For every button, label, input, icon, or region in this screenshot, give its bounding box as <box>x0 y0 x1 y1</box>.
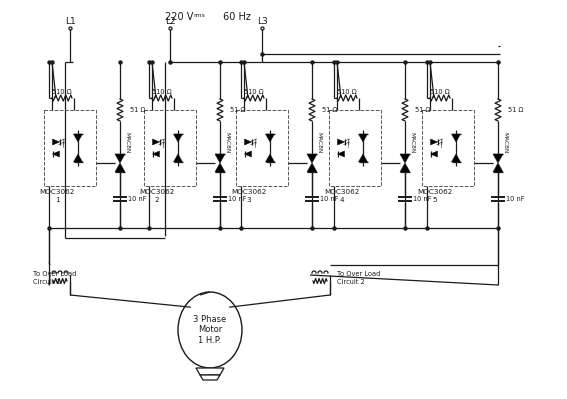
Text: 60 Hz: 60 Hz <box>220 12 251 22</box>
Text: 51 Ω: 51 Ω <box>415 107 430 113</box>
Text: 220 V: 220 V <box>164 12 193 22</box>
Polygon shape <box>337 151 345 157</box>
Text: 510 Ω: 510 Ω <box>430 89 450 95</box>
Text: 3 Phase
Motor
1 H.P.: 3 Phase Motor 1 H.P. <box>193 315 227 345</box>
Text: MAC8N: MAC8N <box>502 132 507 154</box>
Polygon shape <box>358 154 367 162</box>
Bar <box>422 110 474 186</box>
Text: 10 nF: 10 nF <box>128 196 146 202</box>
Text: 51 Ω: 51 Ω <box>130 107 145 113</box>
Bar <box>144 110 196 186</box>
Text: MOC3062
4: MOC3062 4 <box>324 190 359 203</box>
Polygon shape <box>307 163 317 172</box>
Polygon shape <box>215 163 225 172</box>
Polygon shape <box>53 151 60 157</box>
Polygon shape <box>430 151 438 157</box>
Polygon shape <box>196 368 224 375</box>
Polygon shape <box>265 134 274 142</box>
Text: MAC8N: MAC8N <box>125 132 129 154</box>
Polygon shape <box>200 375 220 380</box>
Polygon shape <box>400 154 410 163</box>
Text: To Over Load
Circuit 1: To Over Load Circuit 1 <box>33 271 77 284</box>
Text: To Over Load
Circuit 2: To Over Load Circuit 2 <box>337 271 380 284</box>
Text: L1: L1 <box>65 18 75 26</box>
Polygon shape <box>493 154 503 163</box>
Text: 510 Ω: 510 Ω <box>244 89 264 95</box>
Polygon shape <box>244 139 252 145</box>
Polygon shape <box>174 134 183 142</box>
Polygon shape <box>307 154 317 163</box>
Text: 10 nF: 10 nF <box>228 196 247 202</box>
Polygon shape <box>430 139 438 145</box>
Polygon shape <box>451 134 460 142</box>
Text: 510 Ω: 510 Ω <box>337 89 357 95</box>
Polygon shape <box>74 134 83 142</box>
Text: 51 Ω: 51 Ω <box>508 107 523 113</box>
Text: 10 nF: 10 nF <box>413 196 431 202</box>
Polygon shape <box>493 163 503 172</box>
Text: 510 Ω: 510 Ω <box>52 89 72 95</box>
Polygon shape <box>153 151 159 157</box>
Polygon shape <box>451 154 460 162</box>
Text: 510 Ω: 510 Ω <box>152 89 172 95</box>
Text: L3: L3 <box>257 18 268 26</box>
Text: rms: rms <box>193 13 205 18</box>
Polygon shape <box>153 139 159 145</box>
Text: 51 Ω: 51 Ω <box>322 107 337 113</box>
Bar <box>329 110 381 186</box>
Text: MOC3062
1: MOC3062 1 <box>39 190 75 203</box>
Polygon shape <box>358 134 367 142</box>
Polygon shape <box>337 139 345 145</box>
Polygon shape <box>215 154 225 163</box>
Polygon shape <box>115 154 125 163</box>
Bar <box>44 110 96 186</box>
Text: 51 Ω: 51 Ω <box>230 107 246 113</box>
Polygon shape <box>400 163 410 172</box>
Text: L2: L2 <box>164 18 175 26</box>
Text: 10 nF: 10 nF <box>320 196 338 202</box>
Text: MOC3062
5: MOC3062 5 <box>417 190 452 203</box>
Bar <box>236 110 288 186</box>
Polygon shape <box>174 154 183 162</box>
Text: MAC8N: MAC8N <box>316 132 321 154</box>
Polygon shape <box>74 154 83 162</box>
Text: MAC8N: MAC8N <box>225 132 230 154</box>
Polygon shape <box>265 154 274 162</box>
Text: MOC3062
2: MOC3062 2 <box>139 190 175 203</box>
Polygon shape <box>115 163 125 172</box>
Text: 10 nF: 10 nF <box>506 196 524 202</box>
Text: MAC8N: MAC8N <box>409 132 414 154</box>
Polygon shape <box>244 151 252 157</box>
Text: MOC3062
3: MOC3062 3 <box>231 190 266 203</box>
Polygon shape <box>53 139 60 145</box>
